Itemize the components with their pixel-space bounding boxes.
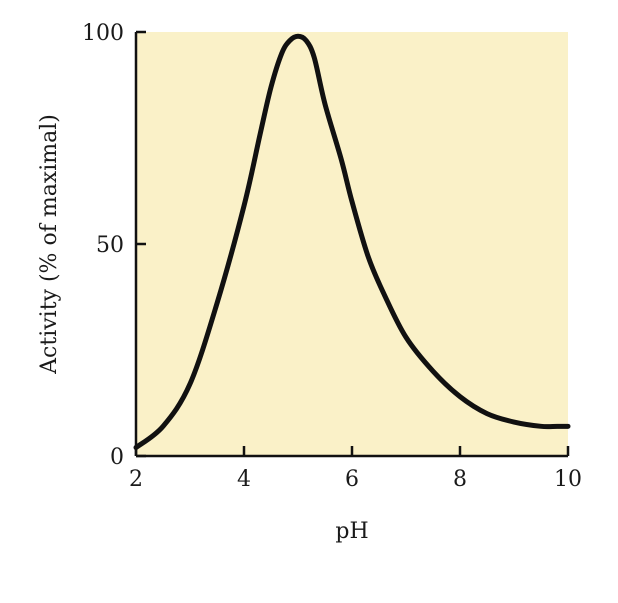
y-tick-label-0: 0 — [110, 445, 124, 470]
y-tick-label-50: 50 — [96, 233, 124, 258]
x-tick-label-6: 6 — [345, 467, 359, 492]
x-tick-label-4: 4 — [237, 467, 251, 492]
y-axis-label: Activity (% of maximal) — [37, 114, 62, 375]
y-tick-label-100: 100 — [82, 21, 124, 46]
x-axis-label: pH — [335, 519, 368, 544]
x-tick-label-2: 2 — [129, 467, 143, 492]
series-line — [133, 33, 571, 451]
x-tick-label-10: 10 — [554, 467, 582, 492]
plot-background — [136, 32, 568, 456]
x-tick-label-8: 8 — [453, 467, 467, 492]
